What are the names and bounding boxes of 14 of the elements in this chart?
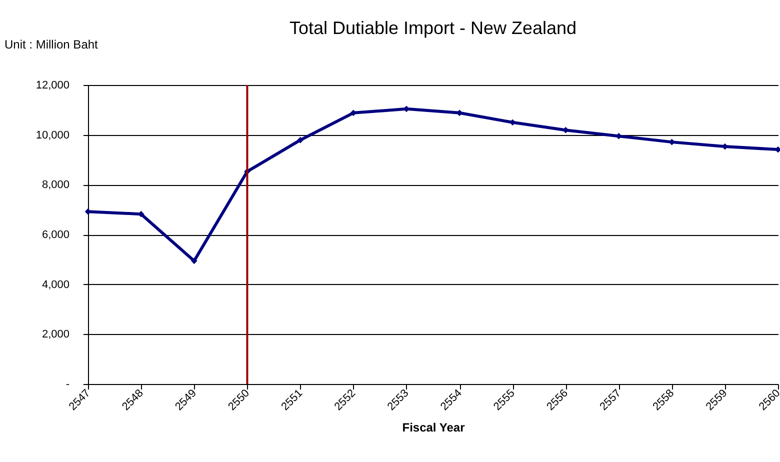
point bbox=[562, 126, 569, 134]
y-tick-label: 2,000 bbox=[42, 328, 70, 341]
point bbox=[297, 136, 304, 144]
point bbox=[190, 258, 198, 264]
x-axis-title: Fiscal Year bbox=[402, 420, 466, 434]
chart-title: Total Dutiable Import - New Zealand bbox=[289, 18, 577, 38]
point bbox=[616, 132, 622, 140]
y-axis-title: Unit : Million Baht bbox=[4, 38, 99, 52]
y-tick-label: 6,000 bbox=[42, 229, 70, 241]
y-tick-label: 10,000 bbox=[36, 129, 70, 142]
y-tick-label: 4,000 bbox=[42, 278, 70, 291]
y-tick-label: 8,000 bbox=[42, 179, 70, 192]
y-tick-label: - bbox=[66, 378, 70, 390]
y-tick-label: 12,000 bbox=[36, 80, 70, 92]
